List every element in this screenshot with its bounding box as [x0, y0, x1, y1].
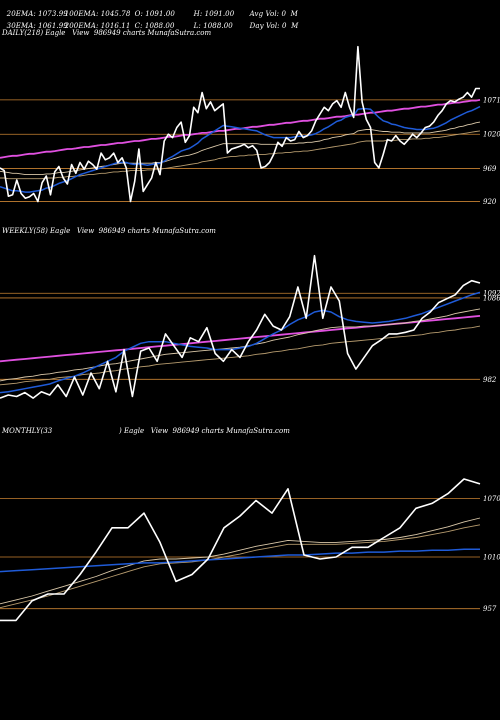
ema30-readout: 30EMA: 1061.99 [6, 22, 68, 30]
daily-y-tick-label: 920 [483, 198, 497, 206]
daily-y-tick-label: 1071 [483, 96, 500, 104]
monthly-ema-long-line [0, 524, 481, 609]
open-readout: O: 1091.00 [134, 10, 175, 18]
daily-y-tick-label: 969 [483, 165, 497, 173]
header-line-2: 30EMA: 1061.99200EMA: 1016.11 C: 1088.00 L… [2, 14, 299, 30]
monthly-y-tick-label: 1010 [483, 554, 500, 562]
monthly-y-tick-label: 957 [483, 605, 497, 613]
monthly-y-tick-label: 1070 [483, 495, 500, 503]
daily-ema-long-line [0, 130, 481, 180]
avg-vol-readout: Avg Vol: 0 M [249, 10, 298, 18]
daily-panel-label: DAILY(218) Eagle View 986949 charts Muna… [2, 29, 212, 37]
daily-price-line [0, 45, 480, 203]
close-readout: C: 1088.00 [134, 22, 175, 30]
weekly-panel-label: WEEKLY(58) Eagle View 986949 charts Muna… [2, 227, 216, 235]
daily-ema-slow-line [0, 121, 481, 176]
daily-ema-fast-line [0, 105, 481, 193]
header-line-1: 20EMA: 1073.99100EMA: 1045.78 O: 1091.00 H… [2, 2, 298, 18]
ema20-readout: 20EMA: 1073.99 [6, 10, 68, 18]
daily-y-tick-label: 1020 [483, 131, 500, 139]
high-readout: H: 1091.00 [193, 10, 235, 18]
monthly-ema-slow-line [0, 517, 481, 605]
monthly-panel-label: MONTHLY(33 ) Eagle View 986949 charts Mu… [2, 427, 290, 435]
weekly-ema-slow-line [0, 308, 481, 382]
weekly-price-line [0, 254, 481, 399]
ema200-readout: 200EMA: 1016.11 [64, 22, 131, 30]
low-readout: L: 1088.00 [193, 22, 233, 30]
monthly-price-line [0, 478, 481, 622]
weekly-y-tick-label: 1086 [483, 294, 500, 302]
ema100-readout: 100EMA: 1045.78 [64, 10, 131, 18]
day-vol-readout: Day Vol: 0 M [249, 22, 299, 30]
monthly-ema-fast-line [0, 548, 480, 573]
weekly-y-tick-label: 1092 [483, 290, 500, 298]
weekly-ema-long-line [0, 325, 481, 386]
weekly-y-tick-label: 982 [483, 376, 497, 384]
weekly-ema-fast-line [0, 291, 481, 394]
